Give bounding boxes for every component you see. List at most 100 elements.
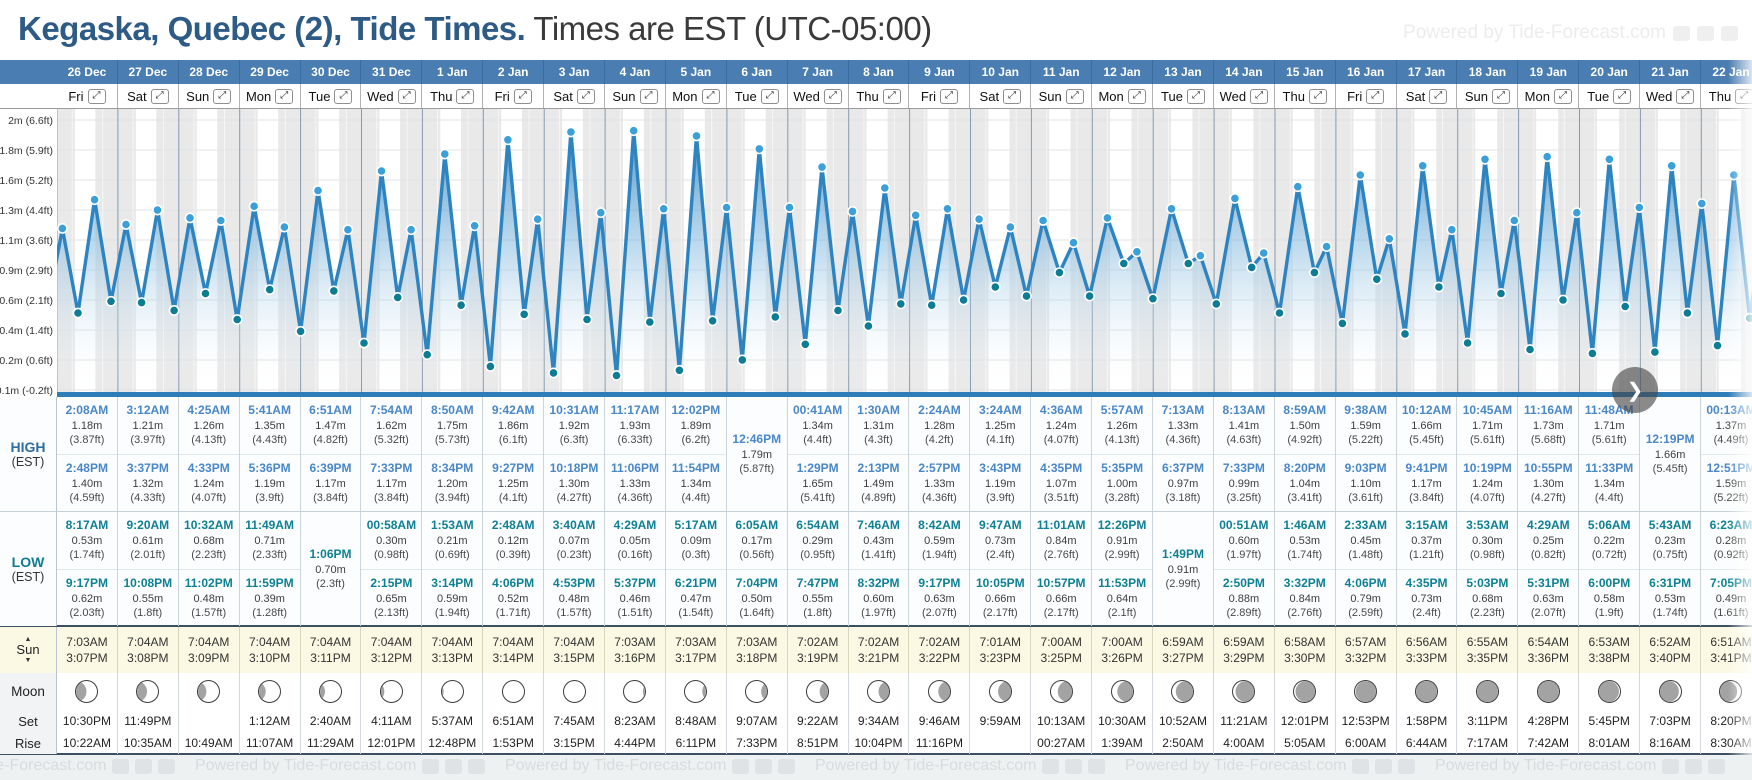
- expand-button[interactable]: ⤢: [1676, 88, 1695, 104]
- tide-time: 11:01AM: [1036, 518, 1086, 533]
- tide-entry: 3:24AM 1.25m (4.1ft): [970, 397, 1030, 454]
- expand-button[interactable]: ⤢: [639, 88, 658, 104]
- sunrise-time: 7:02AM: [796, 635, 839, 649]
- moon-cell: 10:30AM 1:39AM: [1092, 673, 1154, 754]
- expand-button[interactable]: ⤢: [1553, 88, 1572, 104]
- expand-button[interactable]: ⤢: [456, 88, 475, 104]
- tide-height-ft: (0.82ft): [1530, 549, 1566, 562]
- sunset-time: 3:36PM: [1527, 651, 1569, 665]
- high-timezone-label: (EST): [11, 454, 45, 469]
- tide-height-m: 1.59m: [1715, 477, 1747, 490]
- watermark: Powered by Tide-Forecast.com: [0, 757, 176, 775]
- tide-area: [57, 130, 1752, 392]
- expand-button[interactable]: ⤢: [1429, 88, 1448, 104]
- high-tide-marker: [753, 143, 765, 155]
- expand-button[interactable]: ⤢: [823, 88, 842, 104]
- moon-icon-wrap: [562, 673, 586, 710]
- expand-button[interactable]: ⤢: [1735, 88, 1752, 104]
- expand-button[interactable]: ⤢: [1127, 88, 1146, 104]
- date-cell: 2 Jan: [483, 60, 545, 84]
- day-name: Tue: [1161, 88, 1183, 104]
- moon-shade: [819, 681, 829, 702]
- moonrise-time: 10:49AM: [184, 736, 233, 750]
- tide-entry: 11:33PM 1.34m (4.4ft): [1579, 454, 1640, 511]
- expand-button[interactable]: ⤢: [760, 88, 779, 104]
- tide-height-ft: (5.22ft): [1348, 434, 1384, 447]
- moon-phase-icon: [136, 680, 160, 703]
- tide-height-ft: (6.2ft): [681, 434, 711, 447]
- tide-height-ft: (1.9ft): [1594, 606, 1624, 619]
- expand-button[interactable]: ⤢: [87, 88, 106, 104]
- moonrise-time: 4:00AM: [1223, 736, 1265, 750]
- tide-cell: 1:49PM 0.91m (2.99ft): [1153, 512, 1214, 626]
- tide-entry: 00:41AM 1.34m (4.4ft): [788, 397, 848, 454]
- expand-button[interactable]: ⤢: [1613, 88, 1632, 104]
- expand-button[interactable]: ⤢: [513, 88, 532, 104]
- watermark-badge: [1673, 25, 1690, 41]
- expand-button[interactable]: ⤢: [701, 88, 720, 104]
- sunrise-time: 7:03AM: [66, 635, 108, 649]
- tide-entry: 7:33PM 1.17m (3.84ft): [361, 454, 422, 511]
- moon-cell: 6:51AM 1:53PM: [483, 673, 545, 754]
- low-tide-marker: [895, 298, 907, 310]
- expand-button[interactable]: ⤢: [397, 88, 416, 104]
- high-tide-marker: [312, 185, 324, 196]
- sunset-time: 3:14PM: [492, 651, 534, 665]
- tide-height-m: 1.86m: [497, 420, 529, 432]
- sunrise-time: 7:03AM: [736, 635, 778, 649]
- tide-entry: 11:17AM 1.93m (6.33ft): [605, 397, 665, 454]
- high-tide-marker: [1195, 250, 1206, 262]
- tide-time: 4:35PM: [1405, 575, 1448, 590]
- tide-height-m: 0.88m: [1228, 592, 1260, 605]
- tide-height-m: 0.55m: [132, 592, 164, 605]
- tide-entry: 10:45AM 1.71m (5.61ft): [1457, 397, 1517, 454]
- expand-button[interactable]: ⤢: [882, 88, 901, 104]
- tide-cell: 11:16AM 1.73m (5.68ft) 10:55PM 1.30m (4.27ft): [1518, 397, 1580, 511]
- tide-height-m: 1.79m: [741, 448, 773, 461]
- high-tide-marker: [628, 125, 640, 137]
- tide-height-m: 1.10m: [1350, 477, 1381, 490]
- moon-shade: [76, 681, 87, 702]
- tide-height-m: 0.43m: [863, 535, 894, 547]
- expand-button[interactable]: ⤢: [1308, 88, 1327, 104]
- moonrise-time: 11:07AM: [246, 736, 294, 750]
- sunset-time: 3:18PM: [736, 651, 778, 665]
- expand-button[interactable]: ⤢: [1492, 88, 1510, 104]
- day-name: Thu: [430, 88, 453, 104]
- tide-height-ft: (2.33ft): [252, 549, 288, 562]
- sunrise-time: 6:59AM: [1223, 635, 1265, 649]
- date-cell: 7 Jan: [788, 60, 849, 84]
- tide-entry: 12:46PM 1.79m (5.87ft): [727, 432, 787, 476]
- high-tide-marker: [532, 213, 544, 225]
- moon-phase-icon: [867, 680, 891, 703]
- tide-height-ft: (1.57ft): [556, 606, 592, 619]
- expand-button[interactable]: ⤢: [1186, 88, 1205, 104]
- tide-height-ft: (0.92ft): [1713, 549, 1749, 562]
- moon-phase-icon: [1719, 680, 1743, 703]
- tide-cell: 6:51AM 1.47m (4.82ft) 6:39PM 1.17m (3.84ft): [300, 397, 362, 511]
- low-tide-marker: [1054, 267, 1065, 278]
- low-tide-row: LOW (EST) 8:17AM 0.53m (1.74ft) 9:17PM 0.62m…: [0, 511, 1752, 626]
- expand-button[interactable]: ⤢: [1366, 88, 1385, 104]
- expand-button[interactable]: ⤢: [275, 88, 294, 104]
- next-days-button[interactable]: ❯: [1612, 367, 1658, 413]
- expand-button[interactable]: ⤢: [1003, 88, 1022, 104]
- moonset-time: 1:12AM: [248, 714, 291, 728]
- tide-height-m: 0.70m: [315, 563, 346, 576]
- expand-icon: ⤢: [1558, 90, 1567, 101]
- moon-shade: [702, 681, 707, 702]
- low-tide-marker: [736, 354, 748, 366]
- expand-button[interactable]: ⤢: [213, 88, 232, 104]
- expand-button[interactable]: ⤢: [1065, 88, 1084, 104]
- expand-button[interactable]: ⤢: [150, 88, 169, 104]
- expand-button[interactable]: ⤢: [940, 88, 958, 104]
- expand-button[interactable]: ⤢: [576, 88, 595, 104]
- watermark: Powered by Tide-Forecast.com: [1435, 757, 1726, 775]
- expand-button[interactable]: ⤢: [334, 88, 353, 104]
- tide-height-m: 1.28m: [924, 420, 955, 432]
- tide-time: 3:32PM: [1283, 575, 1326, 590]
- tide-height-ft: (2.13ft): [373, 606, 409, 619]
- tide-entry: 10:32AM 0.68m (2.23ft): [179, 512, 239, 569]
- expand-button[interactable]: ⤢: [1250, 88, 1269, 104]
- low-tide-marker: [1619, 301, 1631, 312]
